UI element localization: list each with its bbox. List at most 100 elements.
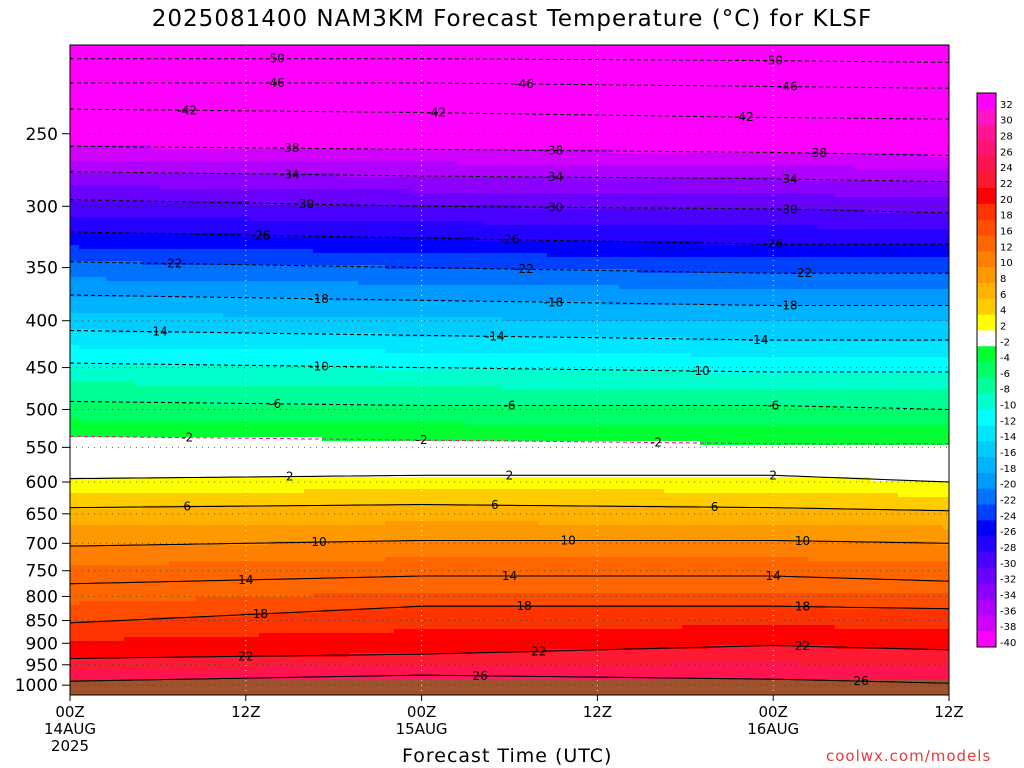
band-cell xyxy=(277,121,287,126)
band-cell xyxy=(124,453,134,458)
band-cell xyxy=(286,373,296,378)
band-cell xyxy=(88,325,98,330)
band-cell xyxy=(97,53,107,58)
band-cell xyxy=(277,141,287,146)
band-cell xyxy=(196,489,206,494)
band-cell xyxy=(322,97,332,102)
band-cell xyxy=(178,293,188,298)
band-cell xyxy=(142,653,152,658)
band-cell xyxy=(313,217,323,222)
band-cell xyxy=(205,597,215,602)
band-cell xyxy=(151,285,161,290)
band-cell xyxy=(178,437,188,442)
band-cell xyxy=(70,601,80,606)
band-cell xyxy=(250,625,260,630)
band-cell xyxy=(268,137,278,142)
band-cell xyxy=(70,409,80,414)
band-cell xyxy=(313,469,323,474)
band-cell xyxy=(340,61,350,66)
band-cell xyxy=(223,485,233,490)
band-cell xyxy=(178,433,188,438)
band-cell xyxy=(214,341,224,346)
band-cell xyxy=(115,457,125,462)
band-cell xyxy=(241,69,251,74)
band-cell xyxy=(88,277,98,282)
band-cell xyxy=(331,673,341,678)
band-cell xyxy=(313,461,323,466)
band-cell xyxy=(115,469,125,474)
band-cell xyxy=(97,609,107,614)
band-cell xyxy=(124,409,134,414)
band-cell xyxy=(277,345,287,350)
band-cell xyxy=(232,205,242,210)
band-cell xyxy=(133,241,143,246)
band-cell xyxy=(169,97,179,102)
band-cell xyxy=(241,141,251,146)
band-cell xyxy=(160,213,170,218)
band-cell xyxy=(214,521,224,526)
band-cell xyxy=(106,577,116,582)
band-cell xyxy=(295,437,305,442)
band-cell xyxy=(97,241,107,246)
band-cell xyxy=(223,393,233,398)
band-cell xyxy=(223,605,233,610)
band-cell xyxy=(286,341,296,346)
band-cell xyxy=(268,601,278,606)
band-cell xyxy=(277,169,287,174)
band-cell xyxy=(115,365,125,370)
band-cell xyxy=(160,157,170,162)
band-cell xyxy=(286,605,296,610)
band-cell xyxy=(205,113,215,118)
band-cell xyxy=(97,529,107,534)
band-cell xyxy=(268,225,278,230)
band-cell xyxy=(124,337,134,342)
band-cell xyxy=(322,289,332,294)
band-cell xyxy=(205,669,215,674)
band-cell xyxy=(340,53,350,58)
band-cell xyxy=(241,557,251,562)
band-cell xyxy=(106,81,116,86)
band-cell xyxy=(250,417,260,422)
band-cell xyxy=(106,173,116,178)
band-cell xyxy=(133,317,143,322)
band-cell xyxy=(142,325,152,330)
band-cell xyxy=(223,333,233,338)
band-cell xyxy=(97,453,107,458)
band-cell xyxy=(340,69,350,74)
band-cell xyxy=(88,285,98,290)
band-cell xyxy=(151,501,161,506)
band-cell xyxy=(295,433,305,438)
band-cell xyxy=(196,301,206,306)
band-cell xyxy=(79,405,89,410)
band-cell xyxy=(268,169,278,174)
band-cell xyxy=(250,129,260,134)
band-cell xyxy=(133,361,143,366)
band-cell xyxy=(160,601,170,606)
band-cell xyxy=(214,121,224,126)
band-cell xyxy=(187,69,197,74)
band-cell xyxy=(115,245,125,250)
band-cell xyxy=(241,469,251,474)
band-cell xyxy=(178,673,188,678)
band-cell xyxy=(241,417,251,422)
band-cell xyxy=(232,621,242,626)
band-cell xyxy=(223,417,233,422)
band-cell xyxy=(214,493,224,498)
band-cell xyxy=(250,125,260,130)
band-cell xyxy=(160,425,170,430)
band-cell xyxy=(88,377,98,382)
band-cell xyxy=(178,181,188,186)
band-cell xyxy=(79,333,89,338)
band-cell xyxy=(115,389,125,394)
band-cell xyxy=(124,469,134,474)
band-cell xyxy=(70,513,80,518)
band-cell xyxy=(151,453,161,458)
band-cell xyxy=(124,485,134,490)
band-cell xyxy=(160,597,170,602)
band-cell xyxy=(133,57,143,62)
band-cell xyxy=(268,629,278,634)
band-cell xyxy=(79,153,89,158)
band-cell xyxy=(277,473,287,478)
band-cell xyxy=(277,309,287,314)
band-cell xyxy=(241,657,251,662)
